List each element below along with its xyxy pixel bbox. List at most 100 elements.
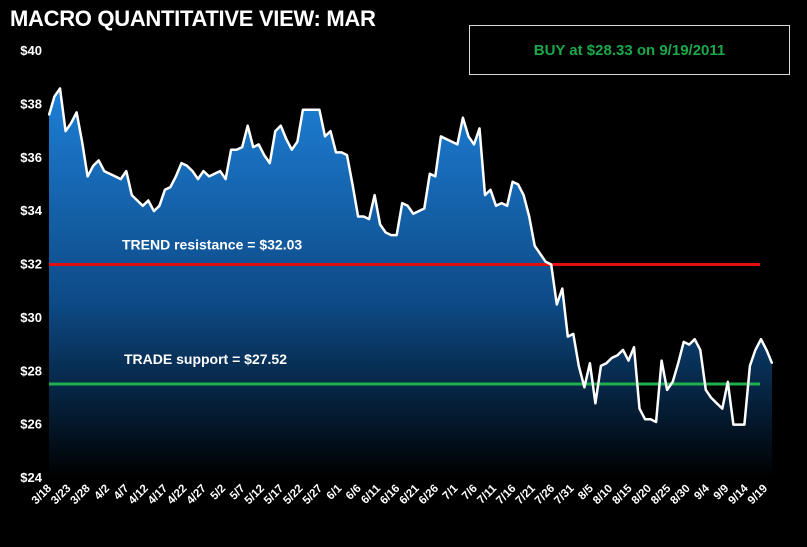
price-point xyxy=(246,124,249,127)
price-point xyxy=(75,111,78,114)
price-point xyxy=(627,359,630,362)
price-point xyxy=(108,172,111,175)
x-tick-label: 5/2 xyxy=(208,483,228,503)
price-point xyxy=(522,194,525,196)
y-tick-label: $24 xyxy=(20,470,42,485)
price-point xyxy=(53,95,56,98)
x-tick-label: 7/11 xyxy=(475,482,499,506)
y-tick-label: $40 xyxy=(20,43,42,58)
price-point xyxy=(528,215,530,218)
price-point xyxy=(313,108,315,111)
price-point xyxy=(412,212,415,215)
price-point xyxy=(649,418,652,421)
price-point xyxy=(429,172,431,175)
price-point xyxy=(70,122,72,124)
price-area-fill xyxy=(49,88,772,479)
x-tick-label: 8/25 xyxy=(649,482,674,507)
price-point xyxy=(384,231,387,234)
price-point xyxy=(164,188,166,191)
price-point xyxy=(395,234,398,236)
buy-callout-text: BUY at $28.33 on 9/19/2011 xyxy=(533,41,726,59)
price-point xyxy=(191,170,194,172)
x-tick-label: 6/16 xyxy=(378,483,402,507)
price-point xyxy=(64,130,67,132)
price-point xyxy=(710,397,713,399)
price-point xyxy=(732,423,735,426)
price-point xyxy=(307,108,310,111)
price-point xyxy=(351,183,354,186)
x-tick-label: 4/27 xyxy=(185,483,209,507)
price-point xyxy=(594,402,597,405)
y-tick-label: $30 xyxy=(20,310,42,325)
price-point xyxy=(235,148,238,151)
price-point xyxy=(130,194,133,196)
price-point xyxy=(511,180,514,183)
price-point xyxy=(274,130,277,132)
x-tick-label: 7/31 xyxy=(552,482,577,507)
price-point xyxy=(440,135,442,138)
x-tick-label: 8/10 xyxy=(591,483,615,507)
price-point xyxy=(743,423,746,426)
price-point xyxy=(578,365,580,367)
x-tick-label: 3/18 xyxy=(30,482,55,507)
x-tick-label: 7/21 xyxy=(514,482,539,507)
price-point xyxy=(81,140,83,143)
price-point xyxy=(213,172,216,175)
x-tick-label: 4/22 xyxy=(165,483,189,507)
x-tick-label: 3/23 xyxy=(49,483,73,507)
price-point xyxy=(572,333,575,335)
price-point xyxy=(335,151,337,154)
y-tick-label: $38 xyxy=(20,96,42,111)
price-point xyxy=(583,386,586,389)
price-point xyxy=(605,362,608,365)
price-point xyxy=(241,146,243,148)
price-point xyxy=(48,114,50,116)
price-point xyxy=(86,175,89,178)
x-tick-label: 7/1 xyxy=(441,482,461,502)
price-point xyxy=(346,154,348,156)
price-point xyxy=(175,175,177,178)
price-point xyxy=(506,204,508,207)
price-point xyxy=(644,418,646,421)
price-points xyxy=(48,87,773,426)
price-point xyxy=(738,423,740,426)
price-point xyxy=(589,362,591,365)
price-point xyxy=(539,253,541,255)
price-point xyxy=(500,202,503,204)
price-point xyxy=(263,154,266,156)
x-tick-label: 4/2 xyxy=(92,483,112,503)
price-point xyxy=(373,194,376,196)
x-tick-label: 9/4 xyxy=(692,482,712,502)
price-point xyxy=(721,407,724,410)
x-tick-label: 9/14 xyxy=(726,482,751,507)
price-point xyxy=(671,381,674,383)
price-point xyxy=(257,143,260,146)
price-point xyxy=(291,148,293,151)
price-point xyxy=(119,178,122,180)
x-tick-label: 7/16 xyxy=(494,483,518,507)
x-tick-label: 3/28 xyxy=(69,482,94,507)
price-point xyxy=(611,357,613,359)
price-point xyxy=(478,127,481,130)
price-point xyxy=(749,365,751,367)
price-point xyxy=(180,162,183,164)
x-tick-label: 5/22 xyxy=(281,483,305,507)
price-point xyxy=(555,303,558,306)
price-point xyxy=(224,178,227,180)
price-point xyxy=(379,223,381,226)
price-point xyxy=(638,407,641,410)
price-point xyxy=(423,207,426,210)
x-tick-label: 4/12 xyxy=(127,483,151,507)
price-point xyxy=(340,151,343,154)
price-point xyxy=(186,164,188,167)
price-point xyxy=(445,138,448,140)
price-point xyxy=(666,389,668,391)
x-tick-label: 7/26 xyxy=(533,483,557,507)
price-point xyxy=(566,335,569,338)
price-point xyxy=(462,116,464,119)
price-point xyxy=(103,170,105,172)
price-point xyxy=(114,175,117,178)
price-point xyxy=(230,148,232,151)
price-point xyxy=(600,365,602,367)
price-point xyxy=(197,178,199,180)
